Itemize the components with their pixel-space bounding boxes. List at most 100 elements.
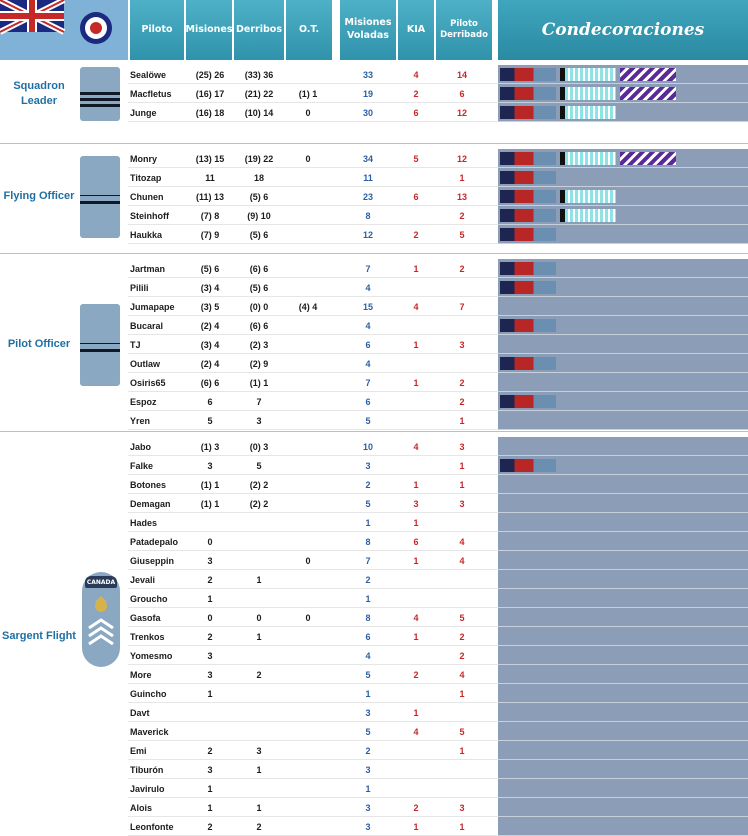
row-divider — [128, 410, 498, 411]
row-divider — [128, 778, 498, 779]
piloto-derribado-value: 4 — [459, 669, 465, 680]
misiones-voladas-value: 8 — [365, 612, 371, 623]
piloto-derribado-value — [436, 760, 488, 779]
ot-value: (4) 4 — [298, 301, 318, 312]
decorations-cell — [498, 513, 748, 532]
ot-value — [286, 684, 330, 703]
row-divider — [128, 296, 498, 297]
piloto-derribado-value: 2 — [459, 263, 465, 274]
decorations-cell — [498, 817, 748, 836]
medal-ribbon-dfx — [620, 87, 676, 100]
kia-value — [396, 589, 436, 608]
pilot-row: Falke 3 5 3 1 — [0, 456, 748, 475]
header-condecoraciones: Condecoraciones — [498, 0, 748, 60]
decorations-cell — [498, 551, 748, 570]
ot-value — [286, 354, 330, 373]
medal-ribbon-dfm — [560, 190, 616, 203]
kia-value — [396, 354, 436, 373]
group-separator — [0, 143, 748, 149]
pilot-name: Guincho — [130, 688, 167, 699]
derribos-value: (6) 6 — [249, 263, 269, 274]
misiones-value: 11 — [205, 172, 215, 183]
piloto-derribado-value — [436, 316, 488, 335]
pilot-row: Jumapape (3) 5 (0) 0 (4) 4 15 4 7 — [0, 297, 748, 316]
row-divider — [128, 588, 498, 589]
pilot-name: Haukka — [130, 229, 163, 240]
pilot-name: Steinhoff — [130, 210, 169, 221]
ot-value — [286, 411, 330, 430]
kia-value: 4 — [413, 301, 419, 312]
kia-value: 2 — [413, 669, 419, 680]
derribos-value: (2) 2 — [249, 479, 269, 490]
ot-value — [286, 206, 330, 225]
piloto-derribado-value: 3 — [459, 339, 465, 350]
piloto-derribado-value: 5 — [459, 726, 465, 737]
ot-value — [286, 392, 330, 411]
kia-value: 4 — [413, 69, 419, 80]
row-divider — [128, 683, 498, 684]
kia-value: 4 — [413, 441, 419, 452]
row-divider — [128, 531, 498, 532]
pilot-row: Bucaral (2) 4 (6) 6 4 — [0, 316, 748, 335]
sergeant-chevrons-icon — [88, 596, 114, 646]
misiones-value: (7) 8 — [200, 210, 220, 221]
piloto-derribado-value: 1 — [459, 172, 465, 183]
kia-value — [396, 392, 436, 411]
decorations-cell — [498, 65, 748, 84]
pilot-row: Tiburón 3 1 3 — [0, 760, 748, 779]
piloto-derribado-value: 4 — [459, 555, 465, 566]
pilot-name: Pilili — [130, 282, 149, 293]
row-divider — [128, 493, 498, 494]
pilot-row: Trenkos 2 1 6 1 2 — [0, 627, 748, 646]
decorations-cell — [498, 437, 748, 456]
row-divider — [128, 626, 498, 627]
row-divider — [128, 83, 498, 84]
misiones-value: (3) 4 — [200, 282, 220, 293]
ot-value — [286, 456, 330, 475]
kia-value — [396, 316, 436, 335]
kia-value — [396, 570, 436, 589]
misiones-value: (16) 18 — [195, 107, 225, 118]
decorations-cell — [498, 187, 748, 206]
medal-ribbon-dfc — [500, 319, 556, 332]
row-divider — [128, 759, 498, 760]
piloto-derribado-value — [436, 278, 488, 297]
piloto-derribado-value: 5 — [459, 612, 465, 623]
misiones-value: 2 — [207, 574, 213, 585]
misiones-value: 6 — [207, 396, 213, 407]
decorations-cell — [498, 608, 748, 627]
pilot-name: Yren — [130, 415, 151, 426]
piloto-derribado-value: 1 — [459, 415, 465, 426]
kia-value: 2 — [413, 88, 419, 99]
piloto-derribado-value — [436, 589, 488, 608]
pilot-name: Jumapape — [130, 301, 175, 312]
derribos-value: 1 — [256, 764, 262, 775]
decorations-cell — [498, 168, 748, 187]
misiones-value: 2 — [207, 631, 213, 642]
piloto-derribado-value: 12 — [456, 107, 467, 118]
misiones-voladas-value: 19 — [362, 88, 373, 99]
header-misiones: Misiones — [186, 0, 233, 60]
pilot-row: Macfletus (16) 17 (21) 22 (1) 1 19 2 6 — [0, 84, 748, 103]
kia-value: 1 — [413, 707, 419, 718]
kia-value — [396, 779, 436, 798]
misiones-value: (16) 17 — [195, 88, 225, 99]
piloto-derribado-value: 2 — [459, 396, 465, 407]
row-divider — [128, 102, 498, 103]
derribos-value: 18 — [253, 172, 264, 183]
ot-value — [286, 278, 330, 297]
misiones-value: (1) 1 — [200, 479, 220, 490]
piloto-derribado-value: 1 — [459, 821, 465, 832]
kia-value — [396, 168, 436, 187]
medal-ribbon-dfm — [560, 87, 616, 100]
derribos-value: 3 — [256, 745, 262, 756]
kia-value: 5 — [413, 153, 419, 164]
row-divider — [128, 550, 498, 551]
misiones-value: (1) 1 — [200, 498, 220, 509]
misiones-voladas-value: 3 — [365, 802, 371, 813]
derribos-value: 7 — [256, 396, 262, 407]
ot-value — [286, 760, 330, 779]
pilot-name: Giuseppin — [130, 555, 175, 566]
misiones-voladas-value: 8 — [365, 536, 371, 547]
derribos-value: 0 — [256, 612, 262, 623]
